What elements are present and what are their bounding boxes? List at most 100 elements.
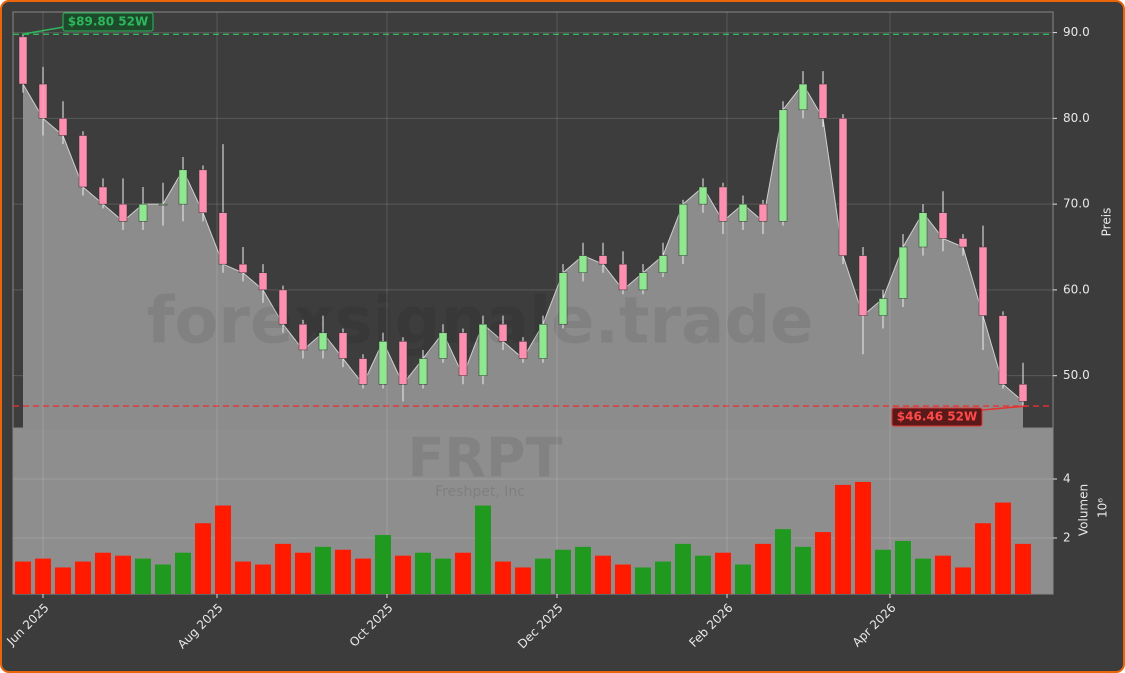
volume-bar [155,564,171,594]
candle-body [438,332,448,359]
volume-bar [55,567,71,594]
candle-body [198,169,208,213]
candle-body [878,298,888,316]
candle-body [418,358,428,385]
volume-bar [775,529,791,594]
candle-body [958,238,968,248]
candle-body [898,246,908,299]
volume-bar [275,543,291,594]
volume-bar [335,549,351,594]
volume-bar [415,552,431,594]
volume-bar [235,561,251,594]
volume-bar [495,561,511,594]
candle-body [58,118,68,136]
candle-body [858,255,868,316]
candle-body [138,203,148,222]
volume-bar [635,567,651,594]
volume-bar [815,532,831,594]
candle-body [338,332,348,359]
volume-bar [475,505,491,594]
candle-body [238,263,248,274]
candle-body [718,186,728,222]
volume-bar [995,502,1011,594]
candle-body [658,255,668,274]
volume-bar [195,523,211,594]
volume-bar [115,555,131,594]
candle-body [778,109,788,222]
y-tick-label: 90.0 [1063,25,1090,39]
y-axis-unit: 10⁶ [1096,498,1110,518]
candle-body [118,203,128,222]
candle-body [918,212,928,248]
watermark-symbol: FRPT [408,427,563,490]
candle-body [398,341,408,385]
volume-bar [255,564,271,594]
candle-body [278,289,288,325]
volume-bar [535,558,551,594]
candle-body [738,203,748,222]
y-tick-label: 60.0 [1063,282,1090,296]
annotation-box [62,12,154,32]
candle-body [518,341,528,359]
candle-body [78,135,88,188]
volume-bar [1015,543,1031,594]
candle-body [378,341,388,385]
y-tick-label: 70.0 [1063,197,1090,211]
volume-bar [355,558,371,594]
close-area [23,84,1023,428]
volume-bar [615,564,631,594]
volume-bar [395,555,411,594]
candle-body [178,169,188,205]
volume-bar [695,555,711,594]
candle-body [698,186,708,205]
candle-body [998,315,1008,385]
y-tick-label: 80.0 [1063,111,1090,125]
candle-body [798,83,808,111]
volume-bar [575,546,591,594]
volume-bar [135,558,151,594]
watermark-company: Freshpet, Inc [435,484,525,500]
volume-bar [215,505,231,594]
candle-body [318,332,328,351]
annotation: $46.46 52W [897,410,977,424]
volume-bar [375,535,391,594]
volume-bar [15,561,31,594]
volume-bar [955,567,971,594]
arrow [981,405,1028,411]
volume-bar [715,552,731,594]
volume-bar [675,543,691,594]
volume-bar [935,555,951,594]
volume-bar [175,552,191,594]
volume-bar [915,558,931,594]
candle-body [578,255,588,274]
volume-bar [735,564,751,594]
candle-body [258,272,268,291]
candle-body [18,36,28,85]
annotation: $89.80 52W [68,15,148,29]
candle-body [358,358,368,385]
candle-body [158,203,168,206]
y-axis-label: Volumen [1077,484,1091,536]
candle-body [538,323,548,359]
candle-body [818,83,828,119]
y-tick-label: 4 [1063,472,1071,486]
volume-bar [35,558,51,594]
annotation-box [891,407,983,427]
candle-body [558,272,568,325]
candle-body [458,332,468,376]
candle-body [98,186,108,205]
candle-body [498,323,508,342]
candle-body [1018,384,1028,402]
volume-bar [315,546,331,594]
volume-bar [835,484,851,594]
candle-body [618,263,628,291]
volume-bar [895,540,911,594]
candle-body [598,255,608,265]
volume-bar [755,543,771,594]
y-tick-label: 2 [1063,530,1071,544]
candle-body [38,83,48,119]
volume-bar [795,546,811,594]
volume-bar [295,552,311,594]
arrow [21,26,65,36]
